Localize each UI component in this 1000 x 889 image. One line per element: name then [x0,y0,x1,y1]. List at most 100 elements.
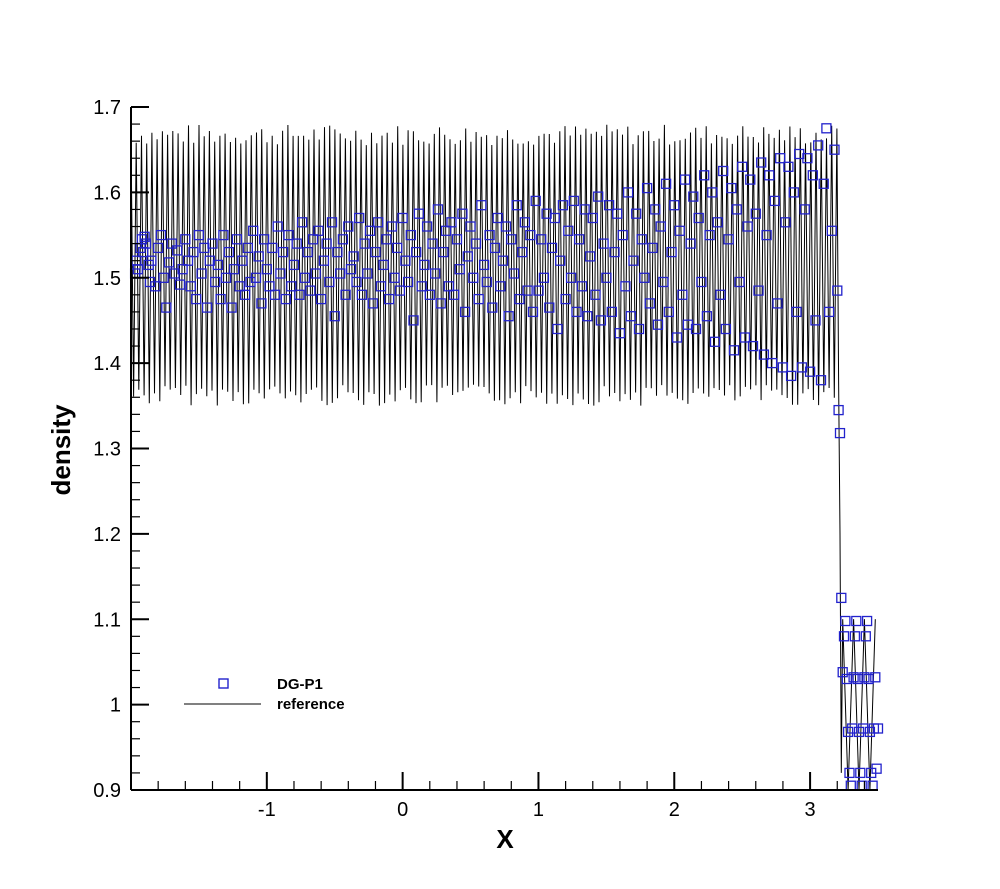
dg-p1-point [310,268,321,279]
dg-p1-point [299,272,310,283]
dg-p1-point [650,204,661,215]
legend-label-reference: reference [277,696,345,713]
dg-p1-point [481,276,492,288]
dg-p1-point [655,221,666,232]
dg-p1-point [568,195,579,207]
dg-p1-point [764,170,775,181]
dg-p1-point [514,293,525,305]
dg-p1-point [370,246,381,258]
dg-p1-point [258,234,270,245]
dg-p1-point [579,204,590,215]
dg-p1-point [715,289,726,300]
dg-p1-point [609,246,620,258]
dg-p1-point [305,285,316,296]
y-tick-label: 1.2 [93,524,121,546]
dg-p1-point [332,246,343,258]
dg-p1-point [177,264,188,275]
dg-p1-point [511,200,522,211]
dg-p1-point [582,311,593,322]
dg-p1-point [861,615,873,627]
dg-p1-point [182,255,194,266]
dg-p1-point [870,672,881,683]
dg-p1-point [174,279,186,290]
dg-p1-point [804,366,816,377]
dg-p1-point [674,225,685,236]
dg-p1-point [815,375,827,386]
dg-p1-point [419,259,430,271]
dg-p1-point [321,238,332,249]
dg-p1-point [679,174,691,185]
dg-p1-point [430,268,441,279]
dg-p1-point [606,306,617,318]
dg-p1-point [473,293,484,305]
dg-p1-point [269,289,281,300]
dg-p1-point [720,323,732,335]
dg-p1-point [593,191,604,202]
dg-p1-point [669,200,680,211]
dg-p1-point [833,404,844,416]
dg-p1-point [860,631,871,642]
dg-p1-point [818,178,829,189]
dg-p1-point [601,272,612,283]
dg-p1-point [775,153,786,164]
dg-p1-point [587,212,598,224]
dg-p1-point [849,631,861,642]
dg-p1-point [658,276,669,288]
dg-p1-point [851,615,862,627]
dg-p1-point [348,251,359,262]
dg-p1-point [345,264,357,275]
dg-p1-point [574,234,585,245]
dg-p1-point [506,234,517,245]
dg-p1-point [565,272,577,283]
dg-p1-point [598,238,609,249]
dg-p1-point [788,187,799,198]
dg-p1-point [201,302,213,313]
dg-p1-point [264,281,275,292]
dg-p1-point [745,174,756,185]
dg-p1-point [427,238,438,249]
dg-p1-point [688,191,699,202]
dg-p1-point [397,212,408,224]
dg-p1-point [527,306,539,318]
dg-p1-point [780,217,791,228]
dg-p1-point [834,427,846,439]
dg-p1-point [261,264,272,275]
dg-p1-point [622,187,634,198]
dg-p1-point [810,315,821,326]
dg-p1-point [457,208,468,219]
dg-p1-point [766,357,778,369]
dg-p1-point [639,272,650,283]
dg-p1-point [207,238,218,249]
x-tick-label: 2 [669,799,680,821]
dg-p1-point [161,302,172,313]
dg-p1-point [663,306,674,318]
dg-p1-point [739,332,751,343]
dg-p1-point [677,289,688,300]
dg-p1-point [411,246,422,258]
dg-p1-point [402,276,414,288]
dg-p1-point [723,234,734,245]
dg-p1-point [552,323,563,335]
dg-p1-point [783,161,794,172]
dg-p1-point [326,217,338,228]
dg-p1-point [462,251,473,262]
dg-p1-point [636,234,647,245]
dg-p1-point [718,165,729,177]
tick-labels: 0.9 1 1.1 1.2 1.3 1.4 1.5 1.6 1.7 -1 0 1 2 3 [93,97,815,821]
dg-p1-point [146,255,157,266]
dg-p1-point [272,221,283,232]
y-tick-label: 1.1 [93,609,121,631]
dg-p1-point [699,170,710,181]
dg-p1-point [533,285,544,296]
dg-p1-point [584,251,596,262]
dg-p1-point [799,204,810,215]
dg-p1-point [220,272,232,283]
dg-p1-point [383,293,395,305]
x-tick-label: 0 [397,799,408,821]
dg-p1-point [660,178,672,189]
dg-p1-point [671,332,683,343]
dg-p1-point [633,323,645,335]
dg-p1-point [364,225,376,236]
dg-p1-point [405,229,416,241]
dg-p1-point [223,246,234,258]
